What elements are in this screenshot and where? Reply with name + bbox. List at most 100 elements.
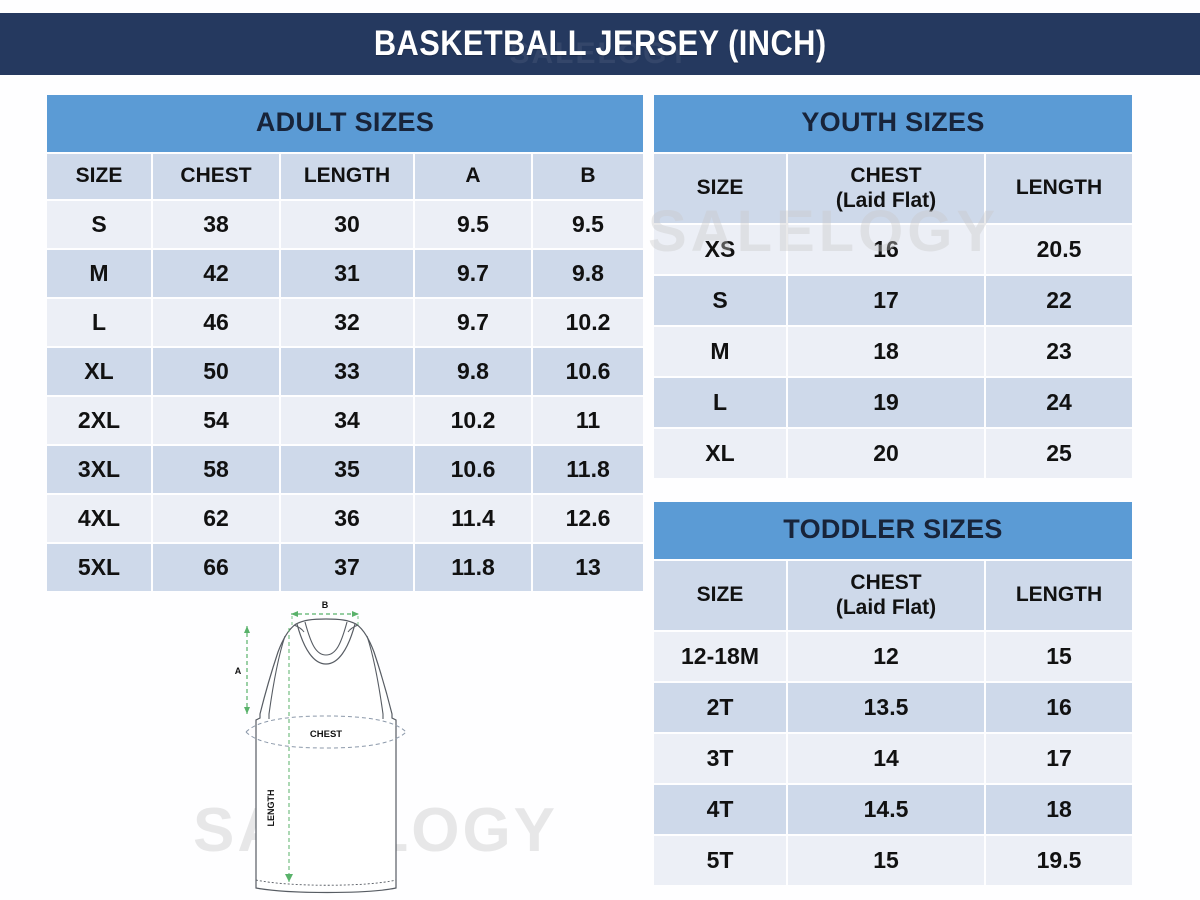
- youth-cell: 19: [788, 378, 984, 428]
- adult-cell: 50: [153, 347, 279, 395]
- adult-row: 4XL 62 36 11.4 12.6: [47, 494, 643, 542]
- youth-cell: 20: [788, 429, 984, 479]
- adult-cell: 10.2: [415, 396, 531, 444]
- measure-a-label: A: [235, 666, 242, 676]
- adult-row: 3XL 58 35 10.6 11.8: [47, 445, 643, 493]
- jersey-shoulder-left: [293, 624, 305, 633]
- adult-cell: 10.6: [415, 445, 531, 493]
- adult-col-chest: CHEST: [153, 153, 279, 199]
- youth-cell: 18: [788, 327, 984, 377]
- toddler-header-row: SIZE CHEST (Laid Flat) LENGTH: [654, 560, 1132, 631]
- adult-row: L 46 32 9.7 10.2: [47, 298, 643, 346]
- jersey-hem: [255, 879, 397, 886]
- chest-measure-line: [245, 715, 407, 749]
- toddler-cell: 17: [986, 734, 1132, 784]
- adult-cell: XL: [47, 347, 151, 395]
- adult-cell: 9.8: [415, 347, 531, 395]
- adult-cell: 2XL: [47, 396, 151, 444]
- adult-row: 5XL 66 37 11.8 13: [47, 543, 643, 591]
- toddler-table-caption: TODDLER SIZES: [654, 502, 1132, 559]
- adult-sizes-table: ADULT SIZES SIZE CHEST LENGTH A B S 38 30 9…: [45, 93, 645, 593]
- adult-cell: 3XL: [47, 445, 151, 493]
- toddler-col-chest: CHEST (Laid Flat): [788, 560, 984, 631]
- adult-cell: 62: [153, 494, 279, 542]
- title-banner: SALELOGY BASKETBALL JERSEY (INCH): [0, 13, 1200, 75]
- adult-col-b: B: [533, 153, 643, 199]
- adult-cell: 12.6: [533, 494, 643, 542]
- adult-row: M 42 31 9.7 9.8: [47, 249, 643, 297]
- adult-cell: 58: [153, 445, 279, 493]
- toddler-cell: 12-18M: [654, 632, 786, 682]
- adult-cell: 32: [281, 298, 413, 346]
- measure-b-label: B: [322, 600, 329, 610]
- toddler-row: 4T 14.5 18: [654, 785, 1132, 835]
- youth-caption-row: YOUTH SIZES: [654, 95, 1133, 152]
- chest-label: CHEST: [310, 729, 342, 740]
- adult-table-caption: ADULT SIZES: [47, 95, 643, 152]
- toddler-cell: 13.5: [788, 683, 984, 733]
- youth-cell: 23: [986, 327, 1133, 377]
- adult-row: S 38 30 9.5 9.5: [47, 200, 643, 248]
- toddler-cell: 2T: [654, 683, 786, 733]
- adult-cell: 38: [153, 200, 279, 248]
- youth-row: S 17 22: [654, 276, 1133, 326]
- toddler-cell: 18: [986, 785, 1132, 835]
- adult-cell: 11.8: [415, 543, 531, 591]
- youth-cell: M: [654, 327, 786, 377]
- toddler-col-chest-note: (Laid Flat): [835, 595, 937, 619]
- adult-cell: 36: [281, 494, 413, 542]
- youth-col-chest: CHEST (Laid Flat): [788, 153, 984, 224]
- adult-cell: 10.6: [533, 347, 643, 395]
- adult-cell: 9.5: [533, 200, 643, 248]
- toddler-col-chest-main: CHEST: [850, 570, 922, 594]
- adult-cell: 11.8: [533, 445, 643, 493]
- adult-cell: 11.4: [415, 494, 531, 542]
- youth-table-caption: YOUTH SIZES: [654, 95, 1133, 152]
- title-watermark: SALELOGY: [509, 37, 691, 71]
- measure-length-arrow: [285, 628, 293, 882]
- youth-col-length: LENGTH: [986, 153, 1133, 224]
- youth-cell: S: [654, 276, 786, 326]
- adult-cell: 9.5: [415, 200, 531, 248]
- toddler-cell: 14.5: [788, 785, 984, 835]
- toddler-cell: 15: [788, 836, 984, 886]
- toddler-caption-row: TODDLER SIZES: [654, 502, 1132, 559]
- adult-cell: 30: [281, 200, 413, 248]
- adult-cell: 46: [153, 298, 279, 346]
- adult-cell: M: [47, 249, 151, 297]
- adult-cell: 34: [281, 396, 413, 444]
- adult-cell: 5XL: [47, 543, 151, 591]
- measure-a-arrow: [244, 626, 250, 714]
- toddler-row: 12-18M 12 15: [654, 632, 1132, 682]
- toddler-cell: 3T: [654, 734, 786, 784]
- adult-cell: 13: [533, 543, 643, 591]
- toddler-cell: 16: [986, 683, 1132, 733]
- adult-cell: L: [47, 298, 151, 346]
- youth-cell: 20.5: [986, 225, 1133, 275]
- youth-cell: 25: [986, 429, 1133, 479]
- adult-table-body: S 38 30 9.5 9.5 M 42 31 9.7 9.8 L 46 32 9.7 10.2 XL 50 33…: [47, 200, 643, 591]
- youth-col-chest-main: CHEST: [850, 163, 922, 187]
- adult-cell: 10.2: [533, 298, 643, 346]
- jersey-outline-shape: [255, 618, 397, 894]
- adult-row: 2XL 54 34 10.2 11: [47, 396, 643, 444]
- adult-col-size: SIZE: [47, 153, 151, 199]
- youth-table-body: XS 16 20.5 S 17 22 M 18 23 L 19 24 XL 20 25: [654, 225, 1133, 479]
- adult-caption-row: ADULT SIZES: [47, 95, 643, 152]
- page-title: BASKETBALL JERSEY (INCH): [373, 24, 827, 63]
- adult-header-row: SIZE CHEST LENGTH A B: [47, 153, 643, 199]
- toddler-sizes-table: TODDLER SIZES SIZE CHEST (Laid Flat) LEN…: [652, 500, 1134, 887]
- jersey-armhole-right: [366, 635, 384, 719]
- adult-cell: 9.7: [415, 298, 531, 346]
- youth-cell: L: [654, 378, 786, 428]
- youth-row: M 18 23: [654, 327, 1133, 377]
- jersey-neckline-outer: [296, 623, 356, 665]
- jersey-armhole-left: [268, 635, 286, 719]
- youth-sizes-table: YOUTH SIZES SIZE CHEST (Laid Flat) LENGT…: [652, 93, 1134, 480]
- adult-cell: 9.8: [533, 249, 643, 297]
- toddler-cell: 19.5: [986, 836, 1132, 886]
- adult-cell: S: [47, 200, 151, 248]
- toddler-row: 3T 14 17: [654, 734, 1132, 784]
- adult-cell: 54: [153, 396, 279, 444]
